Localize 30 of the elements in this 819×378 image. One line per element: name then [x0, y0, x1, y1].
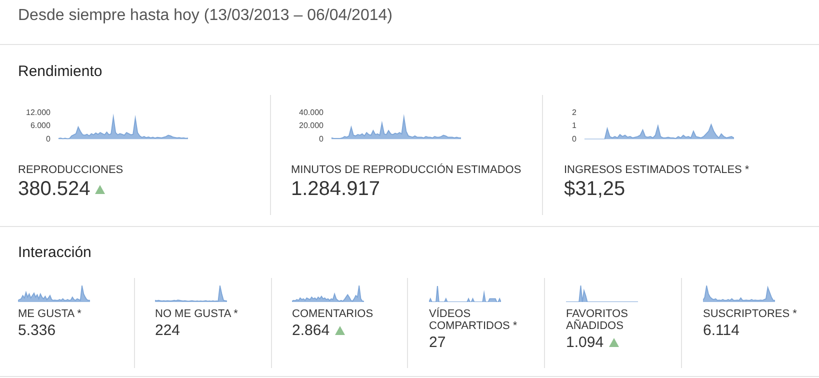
y-tick-label: 40.000 — [299, 108, 324, 118]
text: MINUTOS DE REPRODUCCIÓN ESTIMADOS — [291, 164, 522, 176]
text: 224 — [155, 322, 180, 339]
y-tick-label: 0 — [572, 134, 577, 144]
text: 2.864 — [292, 322, 330, 339]
text: Rendimiento — [18, 63, 102, 80]
text: REPRODUCCIONES — [18, 164, 124, 176]
text: 6.114 — [703, 322, 740, 339]
text: 5.336 — [18, 322, 56, 339]
text: Interacción — [18, 244, 92, 261]
text: COMENTARIOS — [292, 308, 374, 320]
text: 27 — [429, 334, 446, 351]
text: 1.284.917 — [291, 178, 380, 201]
y-tick-label: 12.000 — [26, 108, 52, 118]
text: Desde siempre hasta hoy (13/03/2013 – 06/04/2014) — [18, 7, 392, 25]
y-tick-label: 0 — [319, 134, 324, 144]
y-tick-label: 1 — [572, 121, 577, 130]
text: INGRESOS ESTIMADOS TOTALES * — [564, 164, 750, 176]
text: VÍDEOS COMPARTIDOS * — [429, 308, 518, 332]
y-tick-label: 0 — [46, 134, 52, 144]
text: 1.094 — [566, 334, 604, 351]
text: 380.524 — [18, 178, 90, 201]
text: SUSCRIPTORES * — [703, 308, 798, 320]
text: $31,25 — [564, 178, 626, 201]
text: FAVORITOS AÑADIDOS — [566, 308, 629, 332]
y-tick-label: 6.000 — [30, 121, 52, 130]
y-tick-label: 20.000 — [299, 121, 324, 130]
text: NO ME GUSTA * — [155, 308, 239, 320]
text: ME GUSTA * — [18, 308, 82, 320]
y-tick-label: 2 — [572, 108, 577, 118]
